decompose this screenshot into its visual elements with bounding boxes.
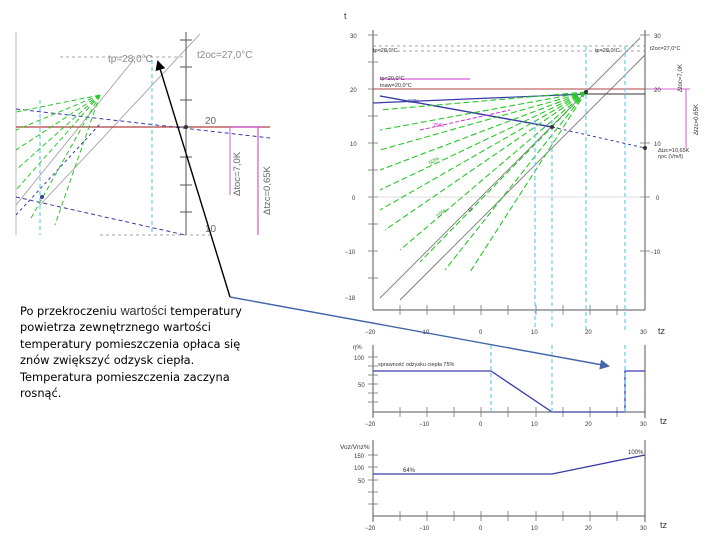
recovery-chart: η% sprawność odzysku ciepła 75% tz 100 5… [353, 345, 668, 428]
pct-10: 10% [435, 208, 447, 220]
ann-tp-left: tp=28,0°C [373, 48, 398, 54]
caption-part-2: wartości [120, 304, 167, 318]
airflow-ytick-150: 150 [354, 454, 365, 460]
main-ytick-rm10: −10 [650, 250, 661, 256]
ann-dtzc: Δtzc=0,65K [694, 104, 700, 135]
zoom-tick-10: 10 [205, 224, 217, 235]
main-diagonal-2 [399, 54, 646, 301]
airflow-xtick-0: 0 [479, 526, 483, 532]
zoom-diagonal-2 [39, 33, 201, 206]
airflow-xtick-m20: −20 [365, 526, 376, 532]
main-ytick-r10: 10 [654, 142, 661, 148]
airflow-xtick-20: 20 [585, 526, 592, 532]
main-x-label: tz [658, 326, 666, 336]
zoom-axis-point [184, 125, 188, 129]
zoom-blue-dashed-2 [15, 196, 186, 236]
main-ytick-r20: 20 [654, 88, 661, 94]
main-xtick-20: 20 [585, 330, 592, 336]
airflow-xtick-10: 10 [531, 526, 538, 532]
main-xtick-0: 0 [479, 330, 483, 336]
caption-part-1: Po przekroczeniu [20, 304, 121, 318]
zoom-t2oc-label: t2oc=27,0°C [197, 50, 252, 61]
pct-90: 90% [408, 99, 419, 105]
arrow-to-recovery [229, 296, 610, 370]
pct-75: 75% [433, 123, 444, 129]
recovery-xtick-m10: −10 [419, 422, 430, 428]
main-ytick-m10: −10 [345, 250, 356, 256]
main-blue-line-2 [379, 95, 553, 128]
recovery-xtick-m20: −20 [365, 422, 376, 428]
recovery-xtick-10: 10 [531, 422, 538, 428]
airflow-ytick-100: 100 [354, 466, 365, 472]
recovery-ytick-50: 50 [358, 383, 365, 389]
ann-bottom-2: ηoc (Vm/l) [658, 154, 683, 160]
ann-dtoc: Δtoc=7,0K [678, 64, 684, 92]
zoom-point [40, 195, 44, 199]
zoom-blue-dashed-3 [15, 123, 101, 216]
recovery-xtick-20: 20 [585, 422, 592, 428]
ann-bottom-1: Δtzc=10,65K [658, 148, 690, 154]
ann-tp20: tp=20,0°C [380, 76, 405, 82]
main-ytick-0: 0 [352, 196, 356, 202]
main-y-label: t [344, 11, 347, 21]
recovery-y-label: η% [353, 345, 362, 351]
main-ytick-20: 20 [350, 88, 357, 94]
recovery-xtick-0: 0 [479, 422, 483, 428]
recovery-xtick-30: 30 [640, 422, 647, 428]
zoom-tick-20: 20 [205, 116, 217, 127]
airflow-curve [373, 454, 646, 475]
caption-text: Po przekroczeniu wartości temperatury po… [20, 303, 250, 401]
main-ytick-10: 10 [350, 142, 357, 148]
caption-part-3: temperatury powietrza zewnętrznego warto… [20, 304, 242, 401]
airflow-xtick-30: 30 [640, 526, 647, 532]
arrow-to-zoom [155, 60, 231, 298]
zoom-blue-dashed [15, 108, 271, 139]
line-tz: tz [467, 206, 474, 213]
airflow-label-100: 100% [628, 450, 644, 456]
airflow-x-label: tz [660, 520, 668, 530]
main-xtick-10: 10 [531, 330, 538, 336]
main-ytick-m18: −18 [345, 296, 356, 302]
main-ytick-r0: 0 [656, 196, 660, 202]
zoom-dt-label-1: Δtoc=7,0K [232, 151, 243, 196]
airflow-xtick-m10: −10 [419, 526, 430, 532]
zoom-panel: tp=28,0°C t2oc=27,0°C 20 10 Δtoc=7,0K Δt… [15, 32, 273, 236]
zoom-dt-label-2: Δtzc=0,65K [262, 165, 273, 215]
airflow-chart: Voz/Vnz% 64% 100% tz 150 100 50 −20 −10 … [340, 440, 668, 532]
main-blue-line [372, 93, 587, 104]
recovery-curve [373, 370, 645, 413]
pct-50: 50% [428, 156, 441, 167]
recovery-legend: sprawność odzysku ciepła 75% [378, 362, 455, 368]
airflow-y-label: Voz/Vnz% [340, 444, 370, 451]
ann-tp-right: tp=28,0°C [595, 48, 620, 54]
main-ytick-30: 30 [350, 34, 357, 40]
recovery-x-label: tz [660, 416, 668, 426]
main-diagonal-1 [379, 37, 641, 299]
main-ytick-r30: 30 [654, 34, 661, 40]
main-chart: t tz 30 20 10 0 −10 −18 30 20 10 0 −10 −… [344, 11, 700, 336]
zoom-tp-label: tp=28,0°C [108, 54, 153, 65]
ann-t2oc: t2oc=27,0°C [650, 46, 681, 52]
zoom-diagonal-1 [15, 57, 136, 206]
main-xtick-30: 30 [640, 330, 647, 336]
main-xtick-m20: −20 [365, 330, 376, 336]
ann-tnaw: tnaw=20,0°C [380, 83, 412, 89]
airflow-label-64: 64% [403, 468, 416, 474]
airflow-ytick-50: 50 [358, 479, 365, 485]
zoom-green-fan [15, 94, 101, 226]
main-green-fan [379, 91, 587, 273]
recovery-ytick-100: 100 [354, 356, 365, 362]
